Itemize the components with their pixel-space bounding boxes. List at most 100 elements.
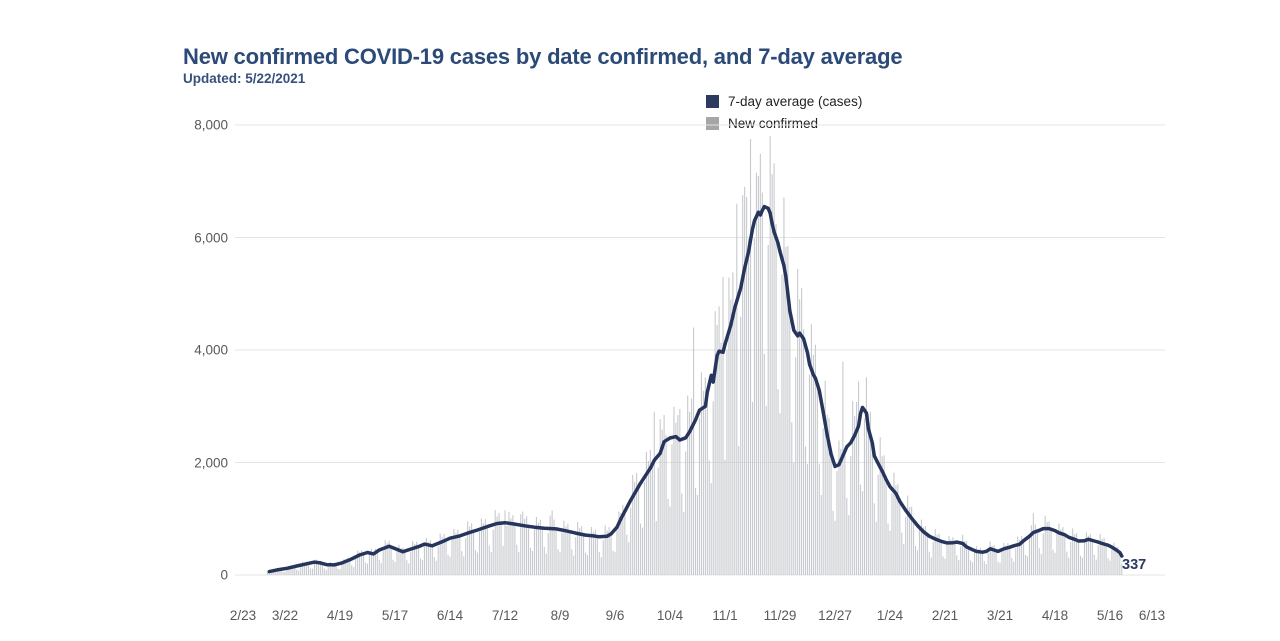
daily-cases-bar[interactable] [406,560,408,575]
daily-cases-bar[interactable] [563,520,565,575]
daily-cases-bar[interactable] [806,463,809,575]
daily-cases-bar[interactable] [378,559,380,575]
daily-cases-bar[interactable] [639,523,642,575]
daily-cases-bar[interactable] [294,566,296,575]
daily-cases-bar[interactable] [476,552,479,576]
daily-cases-bar[interactable] [1024,554,1027,575]
daily-cases-bar[interactable] [323,568,325,575]
daily-cases-bar[interactable] [1074,534,1076,575]
daily-cases-bar[interactable] [1091,540,1093,575]
daily-cases-bar[interactable] [693,327,695,576]
daily-cases-bar[interactable] [343,559,345,575]
daily-cases-bar[interactable] [655,521,657,575]
daily-cases-bar[interactable] [1101,539,1103,575]
daily-cases-bar[interactable] [950,539,952,575]
daily-cases-bar[interactable] [1056,533,1058,575]
daily-cases-bar[interactable] [571,549,573,575]
daily-cases-bar[interactable] [873,503,875,575]
daily-cases-bar[interactable] [720,342,722,575]
daily-cases-bar[interactable] [355,558,357,575]
daily-cases-bar[interactable] [744,186,746,576]
daily-cases-bar[interactable] [333,562,335,575]
daily-cases-bar[interactable] [1099,533,1101,575]
daily-cases-bar[interactable] [942,556,944,575]
daily-cases-bar[interactable] [327,565,329,575]
daily-cases-bar[interactable] [461,551,463,575]
daily-cases-bar[interactable] [465,537,467,575]
daily-cases-bar[interactable] [1062,527,1064,575]
daily-cases-bar[interactable] [331,563,333,575]
daily-cases-bar[interactable] [586,555,589,575]
daily-cases-bar[interactable] [1042,533,1044,575]
daily-cases-bar[interactable] [1046,522,1048,575]
daily-cases-bar[interactable] [891,493,893,575]
daily-cases-bar[interactable] [569,531,571,575]
daily-cases-bar[interactable] [537,522,539,575]
daily-cases-bar[interactable] [673,406,675,575]
daily-cases-bar[interactable] [1089,533,1091,575]
daily-cases-bar[interactable] [1119,552,1121,576]
daily-cases-bar[interactable] [916,550,919,575]
daily-cases-bar[interactable] [443,534,445,575]
daily-cases-bar[interactable] [903,543,905,575]
daily-cases-bar[interactable] [306,561,308,576]
daily-cases-bar[interactable] [290,566,292,575]
daily-cases-bar[interactable] [1115,547,1117,575]
daily-cases-bar[interactable] [966,541,968,575]
daily-cases-bar[interactable] [528,524,530,575]
daily-cases-bar[interactable] [911,506,913,575]
daily-cases-bar[interactable] [1078,539,1080,575]
daily-cases-bar[interactable] [296,569,298,575]
daily-cases-bar[interactable] [971,562,974,575]
daily-cases-bar[interactable] [435,560,437,575]
daily-cases-bar[interactable] [771,174,773,575]
daily-cases-bar[interactable] [433,556,435,575]
daily-cases-bar[interactable] [730,299,732,575]
daily-cases-bar[interactable] [767,244,769,575]
daily-cases-bar[interactable] [875,521,877,575]
daily-cases-bar[interactable] [394,561,396,575]
daily-cases-bar[interactable] [630,507,632,575]
daily-cases-bar[interactable] [854,415,856,575]
daily-cases-bar[interactable] [698,418,701,575]
daily-cases-bar[interactable] [960,546,962,575]
daily-cases-bar[interactable] [1054,552,1056,575]
daily-cases-bar[interactable] [820,495,822,575]
daily-cases-bar[interactable] [455,532,457,575]
daily-cases-bar[interactable] [824,380,826,575]
daily-cases-bar[interactable] [531,550,534,575]
daily-cases-bar[interactable] [722,276,724,576]
daily-cases-bar[interactable] [1079,555,1082,575]
daily-cases-bar[interactable] [665,435,667,575]
daily-cases-bar[interactable] [647,460,649,575]
daily-cases-bar[interactable] [914,545,917,575]
daily-cases-bar[interactable] [736,203,738,575]
daily-cases-bar[interactable] [602,540,604,575]
daily-cases-bar[interactable] [918,529,921,575]
daily-cases-bar[interactable] [453,528,455,575]
daily-cases-bar[interactable] [679,409,681,575]
daily-cases-bar[interactable] [341,563,343,575]
daily-cases-bar[interactable] [614,552,616,575]
daily-cases-bar[interactable] [529,547,532,575]
daily-cases-bar[interactable] [700,372,702,575]
daily-cases-bar[interactable] [634,482,636,575]
daily-cases-bar[interactable] [822,428,824,575]
daily-cases-bar[interactable] [508,511,510,575]
daily-cases-bar[interactable] [598,552,600,575]
daily-cases-bar[interactable] [502,545,504,575]
daily-cases-bar[interactable] [969,560,972,575]
daily-cases-bar[interactable] [1023,539,1025,575]
daily-cases-bar[interactable] [575,537,577,575]
daily-cases-bar[interactable] [995,549,997,575]
daily-cases-bar[interactable] [353,567,355,575]
daily-cases-bar[interactable] [940,539,942,575]
daily-cases-bar[interactable] [282,571,284,575]
daily-cases-bar[interactable] [557,549,559,575]
daily-cases-bar[interactable] [962,534,964,575]
daily-cases-bar[interactable] [533,529,536,575]
daily-cases-bar[interactable] [696,495,699,575]
daily-cases-bar[interactable] [1007,543,1009,575]
daily-cases-bar[interactable] [504,510,506,575]
daily-cases-bar[interactable] [1105,543,1107,575]
